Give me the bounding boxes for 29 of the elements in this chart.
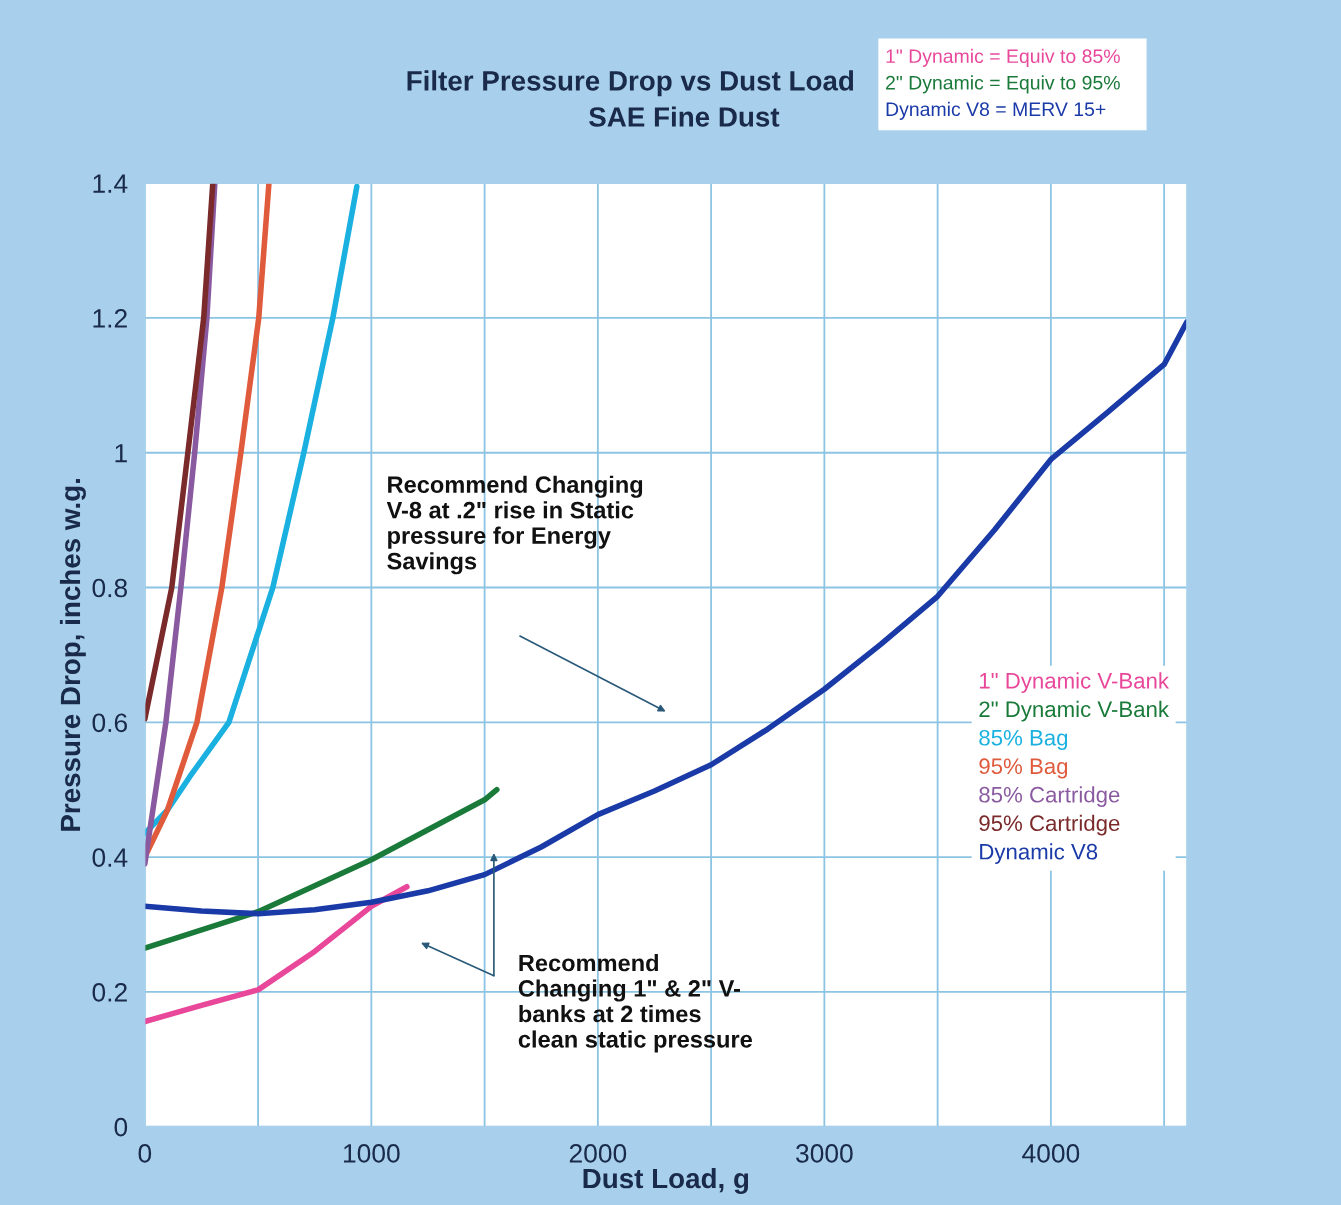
y-tick-label: 1.2	[93, 309, 127, 328]
text: 95% Cartridge	[979, 814, 1120, 836]
text: 85% Cartridge	[979, 786, 1120, 807]
y-tick-label: 0.6	[92, 713, 127, 733]
y-tick-label: 0	[114, 1117, 128, 1137]
text: 1" Dynamic V-Bank	[980, 672, 1170, 694]
text: 1" Dynamic = Equiv to 85%	[886, 48, 1120, 67]
x-tick-label: 2000	[569, 1144, 627, 1163]
x-axis-title: Dust Load, g	[583, 1167, 749, 1194]
y-tick-label: 0.8	[92, 578, 128, 598]
y-tick-label: 0.2	[92, 983, 127, 1002]
y-tick-label: 0.4	[92, 848, 128, 867]
chart-title: Filter Pressure Drop vs Dust Load	[407, 70, 854, 97]
annotation: Recommend Changing 1" & 2" V- banks at 2 times clean static pressure	[518, 954, 752, 1053]
chart-subtitle: SAE Fine Dust	[589, 106, 780, 127]
x-tick-label: 3000	[796, 1144, 853, 1163]
y-axis-title: Pressure Drop, inches w.g.	[59, 479, 86, 831]
x-tick-label: 0	[138, 1144, 152, 1163]
y-tick-label: 1.4	[93, 174, 128, 193]
annotation: Recommend Changing V-8 at .2" rise in Static pressure for Energy Savings	[386, 475, 643, 575]
text: Dynamic V8	[980, 843, 1098, 864]
y-tick-label: 1	[115, 444, 127, 463]
text: 95% Bag	[979, 758, 1068, 779]
text: Dynamic V8 = MERV 15+	[886, 101, 1106, 120]
x-tick-label: 1000	[344, 1144, 400, 1163]
text: 2" Dynamic = Equiv to 95%	[886, 75, 1120, 94]
text: 2" Dynamic V-Bank	[979, 700, 1170, 722]
x-tick-label: 4000	[1022, 1144, 1080, 1163]
text: 85% Bag	[979, 729, 1068, 750]
